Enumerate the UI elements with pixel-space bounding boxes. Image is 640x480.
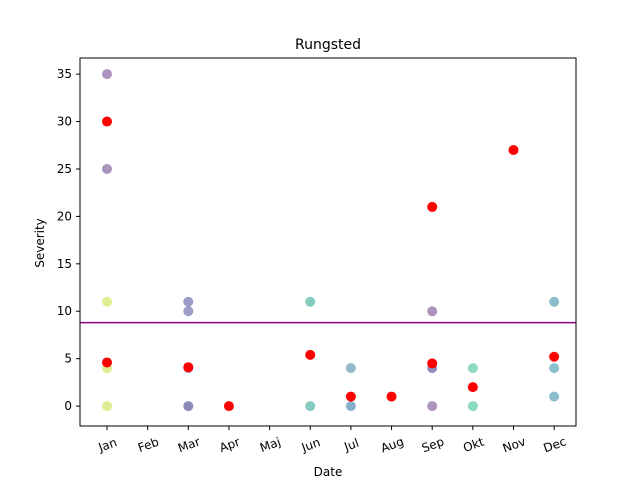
y-tick-label: 5 [64, 352, 72, 366]
plot-frame [79, 57, 577, 427]
mean-point [467, 382, 478, 393]
mean-point [549, 351, 560, 362]
mean-point [345, 391, 356, 402]
x-axis-label: Date [314, 465, 343, 479]
x-tick-label: Feb [136, 435, 161, 455]
data-point [467, 401, 478, 412]
data-point [345, 401, 356, 412]
data-point [549, 363, 560, 374]
y-axis-label: Severity [33, 218, 47, 268]
data-point [183, 306, 194, 317]
x-tick-label: Maj [258, 435, 283, 455]
chart-title: Rungsted [295, 37, 361, 53]
y-tick-label: 0 [64, 399, 72, 413]
mean-point [427, 201, 438, 212]
y-tick-label: 35 [57, 67, 72, 81]
data-point [305, 401, 316, 412]
data-point [305, 296, 316, 307]
mean-point [386, 391, 397, 402]
mean-point [508, 145, 519, 155]
mean-point [427, 358, 438, 369]
mean-point [183, 362, 194, 373]
mean-point [223, 401, 234, 412]
y-tick-label: 30 [57, 115, 72, 129]
mean-point [102, 116, 112, 127]
x-tick-label: Apr [217, 435, 241, 455]
data-point [427, 306, 438, 317]
data-point [102, 69, 112, 80]
data-point [549, 391, 560, 402]
data-point [102, 163, 112, 174]
data-point [549, 296, 560, 307]
data-point [427, 401, 438, 412]
data-point [102, 296, 112, 307]
x-tick-label: Jul [341, 436, 360, 454]
data-point [102, 401, 112, 412]
plot-area [80, 69, 576, 412]
x-tick-label: Jun [299, 435, 322, 455]
data-point [345, 363, 356, 374]
x-tick-label: Okt [461, 435, 486, 455]
data-point [183, 296, 194, 307]
x-tick-label: Jan [96, 435, 119, 455]
data-point [467, 363, 478, 374]
mean-point [102, 357, 112, 368]
y-tick-label: 10 [57, 304, 72, 318]
y-tick-label: 25 [57, 162, 72, 176]
data-point [183, 401, 194, 412]
mean-point [305, 349, 316, 360]
y-tick-label: 20 [57, 209, 72, 223]
y-tick-label: 15 [57, 257, 72, 271]
